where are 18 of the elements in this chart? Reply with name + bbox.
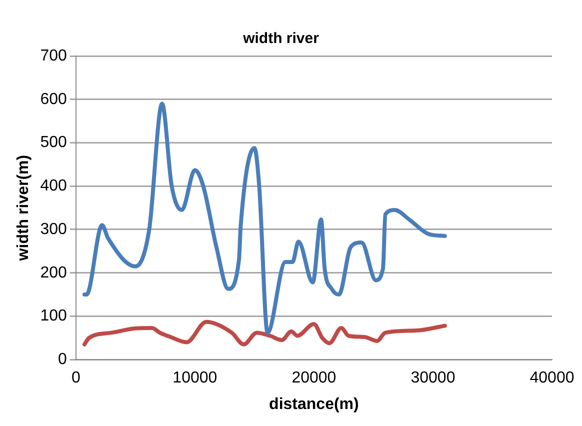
x-tick-label: 0: [71, 370, 80, 387]
x-tick-label: 10000: [172, 370, 218, 387]
y-tick-label: 400: [40, 178, 67, 195]
y-tick-label: 700: [40, 47, 67, 64]
line-series: [82, 320, 447, 346]
x-axis-title: distance(m): [269, 396, 359, 413]
y-tick-label: 100: [40, 308, 67, 325]
y-tick-label: 600: [40, 90, 67, 108]
y-axis-title: width river(m): [15, 154, 32, 262]
x-tick-label: 40000: [530, 370, 574, 387]
chart-title: width river: [242, 30, 320, 48]
y-tick-label: 500: [40, 134, 67, 152]
line-series: [82, 102, 447, 335]
x-tick-label: 30000: [410, 370, 456, 387]
y-tick-label: 200: [40, 264, 67, 282]
x-tick-label: 20000: [292, 370, 336, 387]
y-tick-label: 300: [40, 220, 67, 238]
y-tick-label: 0: [58, 351, 67, 368]
